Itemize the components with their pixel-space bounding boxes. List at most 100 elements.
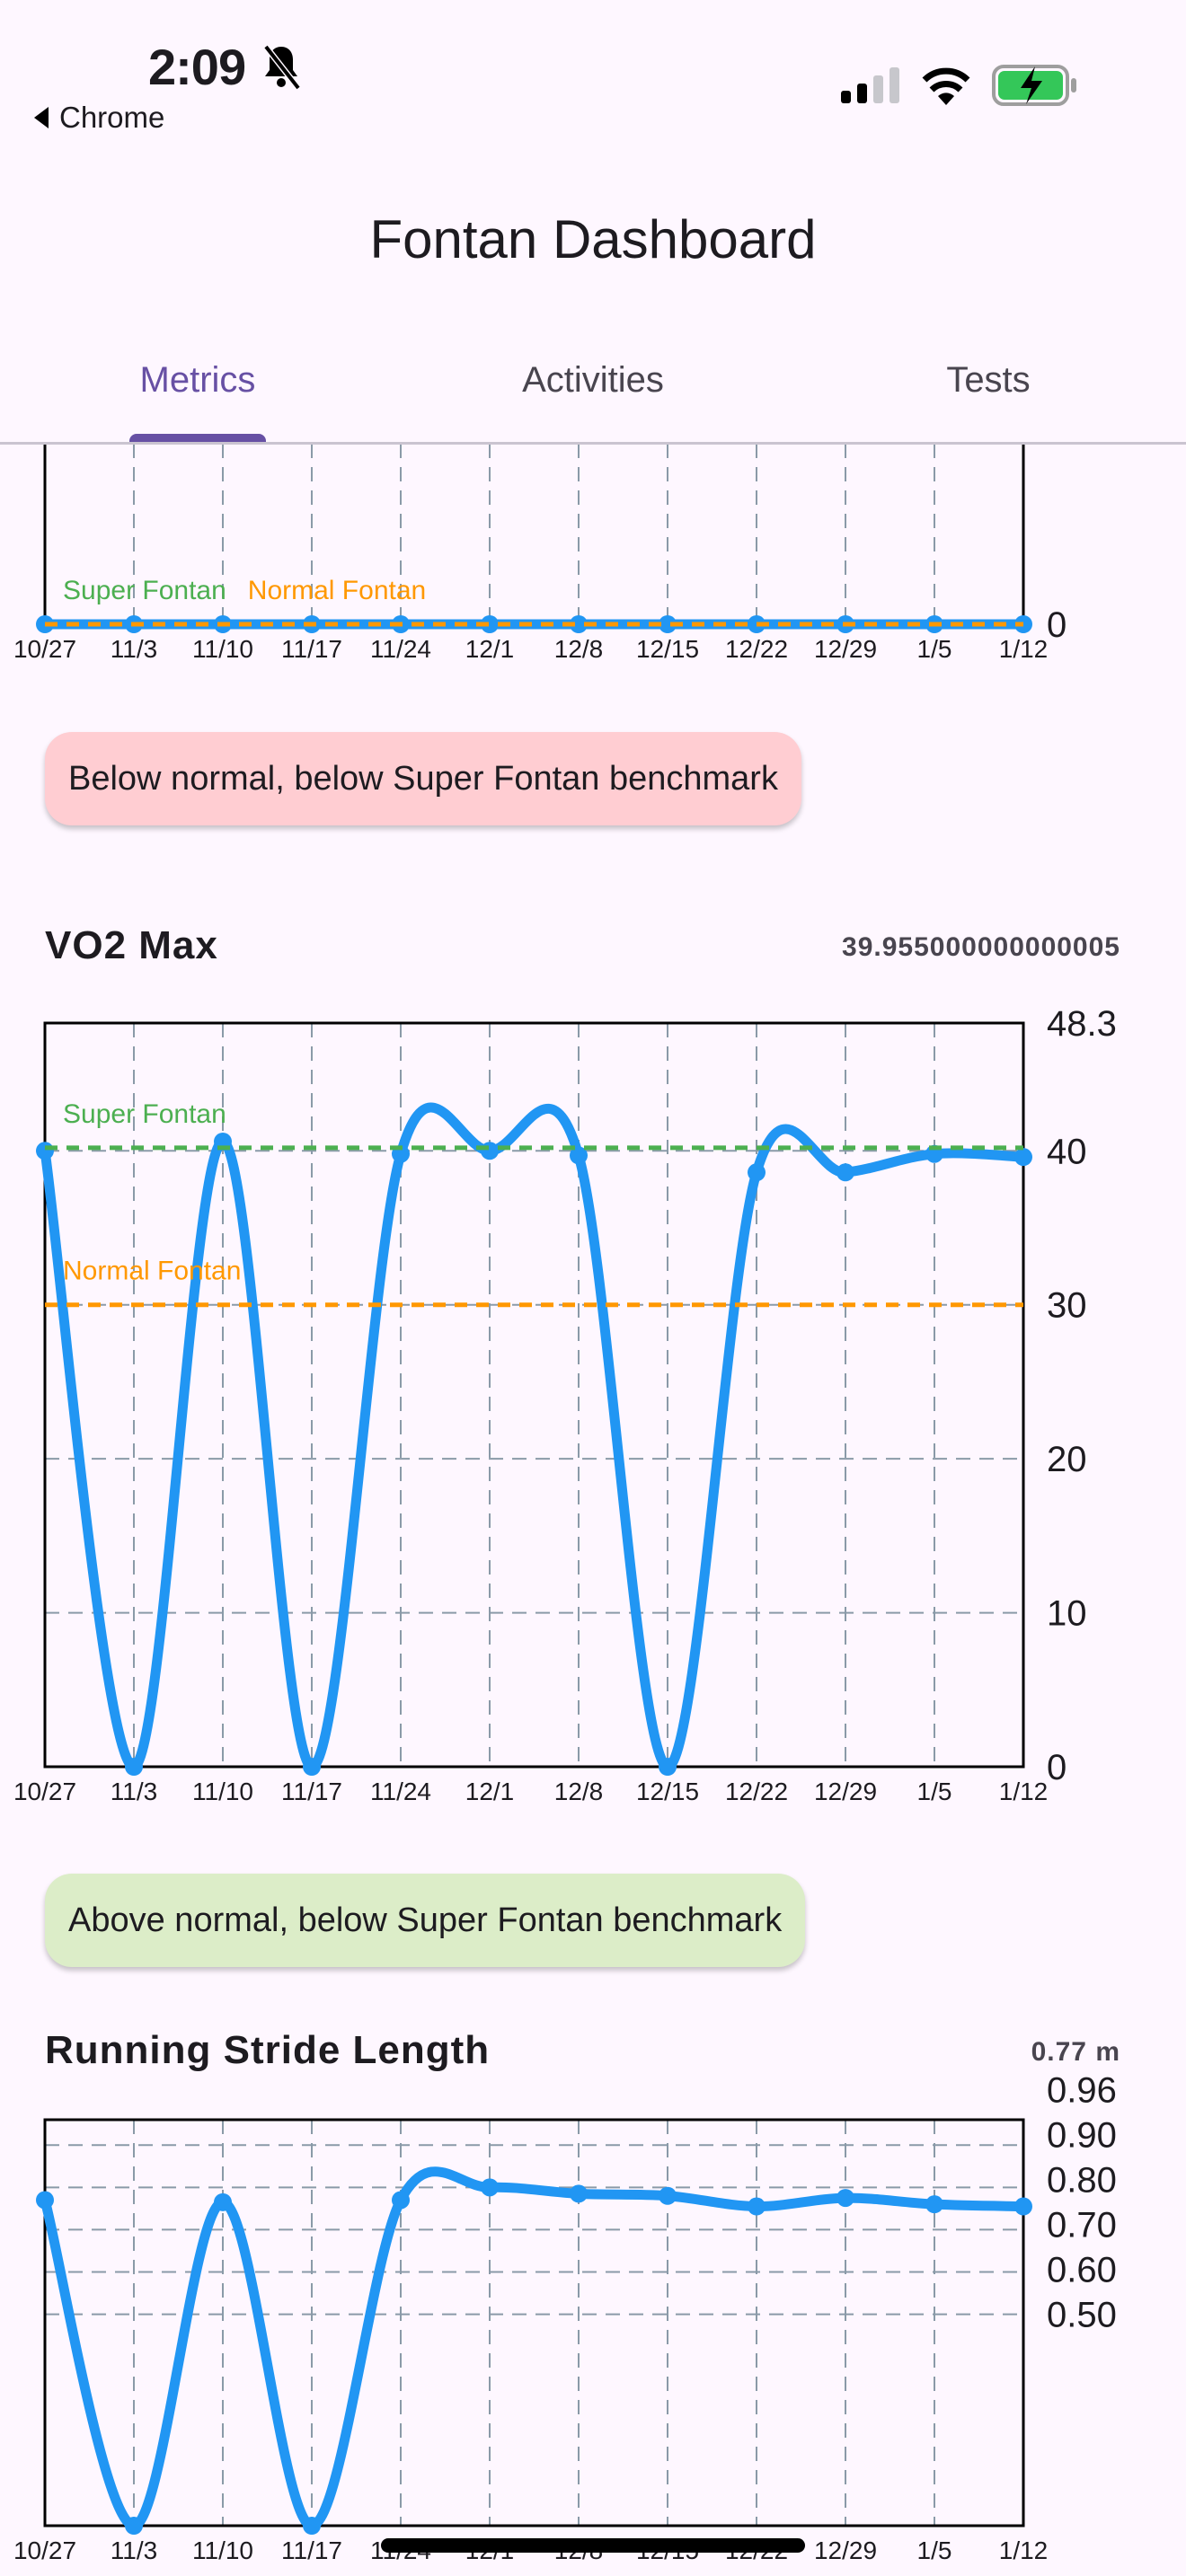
x-tick-label: 12/8 [554,1778,604,1805]
battery-charging-icon [992,65,1076,106]
y-tick-label: 0.50 [1047,2296,1117,2335]
data-point [748,1163,766,1182]
data-point [125,2517,143,2535]
y-tick-label: 0.90 [1047,2116,1117,2156]
x-tick-label: 12/15 [636,1778,699,1805]
vo2-max-value: 39.955000000000005 [842,932,1120,962]
x-tick-label: 11/3 [111,635,157,663]
data-point [659,615,677,633]
series-line [40,1102,1029,1772]
tab-tests[interactable]: Tests [791,355,1186,442]
y-tick-label: 10 [1047,1594,1087,1634]
x-tick-label: 12/1 [465,1778,515,1805]
y-tick-label: 0 [1047,1748,1067,1787]
tab-label: Metrics [139,360,256,400]
status-badge-below: Below normal, below Super Fontan benchma… [45,732,801,825]
x-tick-label: 12/8 [554,635,604,663]
back-label: Chrome [59,101,165,134]
x-tick-label: 1/12 [999,2536,1049,2564]
tab-activities[interactable]: Activities [395,355,791,442]
vo2-max-title: VO2 Max [45,923,218,967]
x-tick-label: 1/5 [917,1778,952,1805]
chart-running-stride-length: 0.50 0.60 0.70 0.80 0.90 0.96 10/27 11/3 11/10 11… [13,2071,1117,2564]
tab-metrics[interactable]: Metrics [0,355,395,442]
y-tick-label: 0.60 [1047,2251,1117,2290]
data-point [659,2186,677,2205]
x-tick-label: 11/24 [370,1778,431,1805]
status-time: 2:09 [148,39,246,95]
y-tick-label: 0.80 [1047,2161,1117,2201]
x-tick-label: 12/29 [814,635,877,663]
bell-slash-icon [263,44,301,90]
wifi-icon [922,67,970,105]
data-point [1014,2197,1032,2216]
data-point [303,1758,321,1776]
y-tick-label: 0.96 [1047,2071,1117,2111]
data-point [659,1758,677,1776]
y-tick-label: 0.70 [1047,2206,1117,2245]
tab-bar: Metrics Activities Tests [0,355,1186,442]
y-tick-label: 40 [1047,1132,1087,1171]
x-tick-label: 12/29 [814,2536,877,2564]
benchmark-label: Super Fontan [63,576,226,605]
data-point [836,2189,854,2208]
x-tick-label: 10/27 [13,2536,76,2564]
x-tick-label: 12/1 [465,635,515,663]
back-triangle-icon [34,107,49,128]
data-point [481,615,499,633]
data-point [570,2184,588,2203]
data-point [1014,1148,1032,1167]
x-tick-label: 10/27 [13,1778,76,1805]
data-point [36,1142,54,1160]
app-header: 2:09 Chrome Fontan Dashboard Metrics Act… [0,0,1186,445]
x-tick-label: 12/22 [725,1778,788,1805]
plot-frame [43,2118,1025,2527]
x-tick-label: 11/24 [370,635,431,663]
y-tick-label: 20 [1047,1440,1087,1479]
status-badge-above: Above normal, below Super Fontan benchma… [45,1874,806,1967]
chart-vo2-max: 0 10 20 30 40 48.3 10/27 11/3 11/10 11/17 11/24 12/… [13,1004,1117,1805]
cellular-signal-icon [841,67,899,103]
tab-label: Activities [522,360,664,400]
x-tick-label: 11/17 [281,635,342,663]
x-tick-label: 12/22 [725,635,788,663]
data-point [392,2191,410,2210]
stride-length-title: Running Stride Length [45,2028,491,2072]
x-tick-label: 12/15 [636,635,699,663]
y-tick-label: 30 [1047,1286,1087,1326]
back-to-chrome[interactable]: Chrome [34,101,164,135]
x-tick-label: 10/27 [13,635,76,663]
x-tick-label: 11/3 [111,1778,157,1805]
data-point [36,2191,54,2210]
y-tick-label: 0 [1047,605,1067,645]
data-point [125,1758,143,1776]
active-tab-indicator [129,434,266,442]
data-point [303,2517,321,2535]
home-indicator[interactable] [381,2538,805,2553]
data-point [214,2192,232,2211]
x-tick-label: 11/10 [192,2536,253,2564]
x-tick-label: 12/29 [814,1778,877,1805]
x-tick-label: 1/5 [917,2536,952,2564]
status-icons [841,65,1078,106]
x-tick-label: 11/17 [281,2536,342,2564]
series-line [40,2166,1029,2531]
x-tick-label: 1/12 [999,1778,1049,1805]
x-tick-label: 11/10 [192,1778,253,1805]
chart-metric-1: 0 10/27 11/3 11/10 11/17 11/24 12/1 12/8 12/15 12… [13,0,1067,663]
benchmark-label: Normal Fontan [63,1257,241,1286]
x-tick-label: 11/3 [111,2536,157,2564]
x-tick-label: 1/12 [999,635,1049,663]
data-point [570,615,588,633]
x-tick-label: 11/17 [281,1778,342,1805]
data-point [925,2195,943,2214]
page-title: Fontan Dashboard [369,209,817,269]
y-tick-label: 48.3 [1047,1004,1117,1044]
data-point [748,2197,766,2216]
x-tick-label: 1/5 [917,635,952,663]
data-point [836,1163,854,1182]
benchmark-label: Super Fontan [63,1099,226,1129]
tab-label: Tests [946,360,1031,400]
stride-length-value: 0.77 m [1031,2037,1120,2067]
